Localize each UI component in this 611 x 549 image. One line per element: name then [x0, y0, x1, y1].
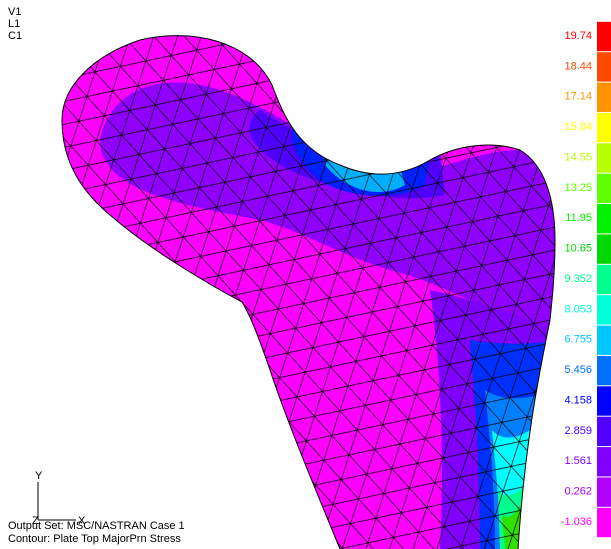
legend-label: -1.036 [561, 516, 592, 528]
legend-label: 9.352 [564, 273, 592, 285]
legend-label: 2.859 [564, 425, 592, 437]
footer-text: Output Set: MSC/NASTRAN Case 1 [8, 520, 185, 532]
legend-swatch [597, 83, 611, 112]
legend-label: 15.84 [564, 121, 592, 133]
legend-label: 4.158 [564, 394, 592, 406]
legend-swatch [597, 265, 611, 294]
legend-label: 0.262 [564, 486, 592, 498]
legend-swatch [597, 356, 611, 385]
legend-swatch [597, 143, 611, 172]
legend-swatch [597, 234, 611, 263]
legend-swatch [597, 477, 611, 506]
legend-label: 17.14 [564, 91, 592, 103]
contour-plot [0, 0, 611, 549]
legend-label: 11.95 [565, 212, 592, 224]
triad-label: Y [35, 470, 43, 482]
legend-label: 18.44 [564, 60, 592, 72]
view-label: C1 [8, 30, 22, 42]
model-view: V1 L1 C1 Y X Z Output Set: MSC/NASTRAN C… [0, 0, 611, 549]
legend-label: 8.053 [564, 303, 592, 315]
legend-label: 5.456 [564, 364, 592, 376]
legend-swatch [597, 386, 611, 415]
legend-label: 19.74 [564, 30, 592, 42]
legend-label: 10.65 [564, 243, 592, 255]
legend-swatch [597, 447, 611, 476]
legend: 19.74 18.44 17.14 15.84 14.55 13.25 11.95 10.65… [561, 22, 611, 537]
legend-swatch [597, 113, 611, 142]
legend-swatch [597, 326, 611, 355]
legend-swatch [597, 295, 611, 324]
legend-label: 6.755 [564, 334, 592, 346]
view-label: V1 [8, 6, 21, 18]
view-label: L1 [8, 18, 20, 30]
legend-label: 13.25 [564, 182, 592, 194]
legend-swatch [597, 174, 611, 203]
legend-label: 14.55 [564, 151, 592, 163]
axis-triad: Y X Z [32, 470, 86, 527]
legend-swatch [597, 508, 611, 537]
legend-label: 1.561 [564, 455, 592, 467]
footer-text: Contour: Plate Top MajorPrn Stress [8, 533, 181, 545]
legend-swatch [597, 22, 611, 51]
legend-swatch [597, 204, 611, 233]
legend-swatch [597, 52, 611, 81]
legend-swatch [597, 417, 611, 446]
